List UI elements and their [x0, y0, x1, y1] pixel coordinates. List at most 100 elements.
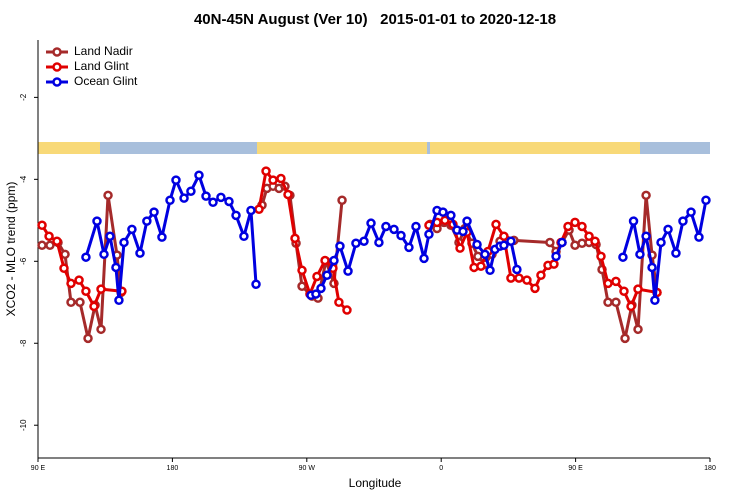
- data-point: [149, 207, 159, 217]
- legend-marker: [52, 77, 62, 87]
- y-tick-label: -10: [19, 419, 28, 431]
- data-point: [557, 237, 567, 248]
- data-point: [92, 216, 102, 226]
- y-tick-label: -6: [19, 257, 28, 265]
- data-point: [297, 281, 307, 292]
- data-point: [81, 252, 91, 262]
- data-point: [66, 297, 76, 308]
- y-tick-label: -4: [19, 175, 28, 183]
- data-point: [276, 173, 286, 184]
- data-point: [44, 231, 54, 242]
- x-tick-label: 180: [167, 465, 179, 472]
- data-point: [135, 248, 145, 258]
- data-point: [342, 305, 352, 315]
- data-point: [329, 255, 339, 266]
- legend-label: Ocean Glint: [74, 74, 138, 88]
- data-point: [103, 190, 113, 201]
- x-tick-label: 180: [704, 465, 716, 472]
- x-tick-label: 0: [439, 465, 443, 472]
- data-point: [512, 264, 522, 275]
- data-point: [96, 324, 106, 335]
- legend-label: Land Glint: [74, 59, 129, 73]
- x-tick-label: 90 W: [299, 465, 316, 472]
- data-point: [633, 324, 643, 335]
- data-point: [549, 259, 559, 269]
- data-point: [142, 216, 152, 226]
- data-point: [480, 249, 490, 260]
- data-point: [514, 273, 524, 283]
- data-point: [455, 243, 465, 253]
- data-point: [663, 224, 673, 235]
- data-point: [99, 249, 109, 260]
- data-point: [694, 232, 704, 242]
- land-ocean-strip: [38, 142, 710, 154]
- data-point: [119, 237, 129, 248]
- data-point: [297, 265, 307, 276]
- data-point: [563, 221, 573, 232]
- data-point: [628, 216, 639, 226]
- data-point: [618, 252, 628, 262]
- data-point: [254, 204, 264, 214]
- data-point: [208, 197, 218, 208]
- data-point: [316, 283, 326, 294]
- x-axis-label: Longitude: [349, 476, 402, 490]
- data-point: [506, 273, 516, 283]
- data-point: [337, 195, 347, 205]
- x-tick-label: 90 E: [31, 465, 46, 472]
- data-point: [359, 236, 369, 246]
- data-point: [446, 210, 456, 221]
- data-point: [545, 237, 555, 248]
- data-point: [570, 217, 580, 228]
- data-point: [499, 240, 509, 251]
- data-point: [334, 297, 344, 308]
- data-point: [127, 224, 137, 235]
- data-point: [224, 196, 234, 207]
- data-point: [201, 191, 211, 201]
- data-point: [186, 186, 196, 196]
- series: [81, 170, 711, 305]
- data-point: [52, 236, 62, 246]
- land-band: [38, 142, 100, 154]
- data-point: [246, 205, 256, 216]
- data-point: [312, 271, 322, 282]
- data-point: [322, 270, 332, 280]
- data-point: [60, 249, 70, 260]
- data-point: [440, 215, 450, 226]
- data-point: [165, 195, 175, 205]
- data-point: [419, 253, 429, 264]
- data-point: [45, 240, 55, 251]
- data-point: [194, 170, 204, 180]
- data-point: [536, 270, 546, 280]
- data-point: [686, 207, 696, 217]
- data-point: [81, 286, 91, 296]
- data-point: [476, 261, 486, 271]
- data-point: [216, 192, 226, 203]
- data-point: [59, 263, 69, 274]
- legend-marker: [52, 47, 62, 57]
- data-point: [619, 286, 629, 296]
- data-point: [506, 236, 516, 246]
- data-point: [671, 248, 681, 258]
- data-point: [351, 238, 361, 249]
- data-point: [678, 216, 688, 226]
- data-point: [374, 237, 384, 248]
- y-tick-label: -8: [19, 339, 28, 347]
- data-point: [37, 220, 47, 230]
- data-point: [635, 249, 645, 260]
- data-point: [596, 251, 606, 262]
- data-point: [37, 240, 47, 251]
- data-point: [75, 297, 85, 308]
- data-point: [577, 221, 587, 232]
- land-band: [575, 142, 637, 154]
- data-point: [491, 219, 501, 230]
- data-point: [343, 266, 353, 276]
- data-point: [111, 262, 121, 273]
- data-point: [499, 231, 509, 242]
- data-point: [311, 289, 321, 299]
- data-point: [231, 210, 241, 221]
- data-point: [656, 237, 666, 248]
- data-point: [74, 275, 84, 285]
- data-point: [261, 166, 271, 176]
